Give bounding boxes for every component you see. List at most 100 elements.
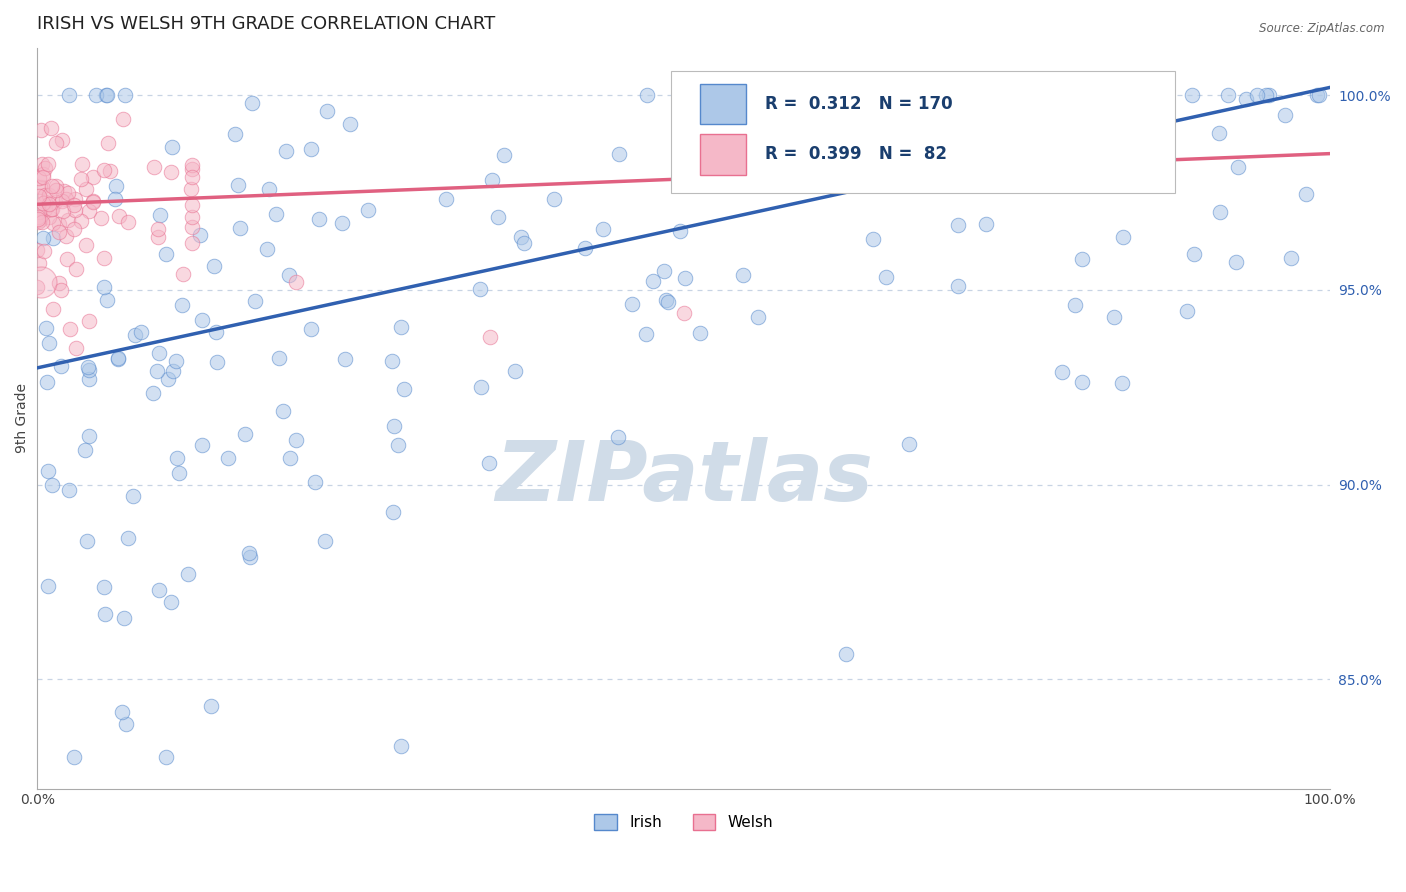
Point: [49, 359, 72, 373]
Point: [233, 427, 256, 442]
Point: [34, 202, 56, 216]
Point: [143, 160, 166, 174]
Point: [30, 180, 52, 194]
Point: [264, 206, 287, 220]
Point: [1063, 298, 1085, 312]
Point: [149, 208, 172, 222]
Point: [929, 88, 952, 103]
Point: [63, 750, 86, 764]
Point: [492, 148, 515, 162]
Point: [41, 202, 63, 216]
Point: [299, 142, 322, 156]
Point: [727, 90, 749, 104]
Point: [1295, 187, 1317, 202]
Point: [56, 186, 79, 200]
Point: [357, 203, 380, 218]
Point: [478, 329, 501, 343]
Point: [56, 252, 79, 266]
Point: [543, 192, 565, 206]
Point: [30, 123, 52, 137]
Point: [129, 326, 152, 340]
Point: [226, 178, 249, 193]
Point: [1279, 251, 1302, 265]
Point: [689, 326, 711, 340]
Point: [859, 88, 882, 103]
Point: [162, 140, 184, 154]
Point: [37, 579, 59, 593]
Point: [34, 161, 56, 175]
Legend: Irish, Welsh: Irish, Welsh: [588, 808, 779, 837]
Point: [621, 297, 644, 311]
Point: [655, 293, 678, 308]
Point: [1218, 88, 1240, 103]
Point: [94, 607, 117, 622]
Point: [45, 136, 67, 150]
Point: [468, 283, 491, 297]
Point: [434, 192, 457, 206]
Point: [37, 464, 59, 478]
Point: [392, 382, 415, 396]
Point: [1308, 88, 1330, 103]
Point: [1181, 88, 1204, 103]
Point: [177, 567, 200, 582]
Point: [277, 268, 299, 283]
Point: [747, 310, 769, 324]
Point: [974, 217, 997, 231]
Point: [316, 104, 339, 119]
Point: [190, 437, 212, 451]
Point: [950, 109, 973, 123]
Point: [28, 204, 51, 219]
Point: [28, 189, 51, 203]
Point: [82, 169, 104, 184]
Point: [181, 161, 204, 176]
Point: [723, 116, 745, 130]
Point: [333, 352, 356, 367]
Point: [155, 247, 177, 261]
Point: [1274, 108, 1296, 122]
Point: [314, 534, 336, 549]
Point: [510, 230, 533, 244]
Point: [217, 451, 239, 466]
Point: [875, 269, 897, 284]
Point: [77, 204, 100, 219]
Point: [77, 429, 100, 443]
Point: [1095, 88, 1118, 103]
Point: [470, 380, 492, 394]
Point: [41, 179, 63, 194]
Point: [229, 221, 252, 235]
Bar: [700, 84, 745, 124]
Point: [93, 581, 115, 595]
Point: [181, 211, 204, 225]
Point: [181, 220, 204, 235]
Point: [512, 235, 534, 250]
Point: [111, 705, 134, 719]
Point: [673, 271, 696, 285]
Y-axis label: 9th Grade: 9th Grade: [15, 384, 30, 453]
Point: [574, 241, 596, 255]
Point: [301, 322, 323, 336]
Point: [1209, 204, 1232, 219]
Point: [669, 223, 692, 237]
Point: [160, 165, 183, 179]
Point: [172, 267, 194, 281]
Point: [389, 319, 412, 334]
Point: [382, 419, 405, 434]
Point: [1184, 246, 1206, 260]
Point: [1306, 88, 1329, 103]
Point: [181, 198, 204, 212]
Point: [1070, 119, 1092, 133]
Point: [330, 216, 353, 230]
Text: Source: ZipAtlas.com: Source: ZipAtlas.com: [1260, 22, 1385, 36]
Point: [93, 163, 115, 178]
Point: [672, 306, 695, 320]
Point: [205, 355, 228, 369]
Point: [304, 475, 326, 489]
Point: [155, 750, 177, 764]
Point: [59, 322, 82, 336]
Point: [851, 111, 873, 125]
Point: [240, 95, 263, 110]
Point: [38, 196, 60, 211]
Point: [381, 353, 404, 368]
Point: [45, 178, 67, 193]
Point: [90, 211, 112, 225]
